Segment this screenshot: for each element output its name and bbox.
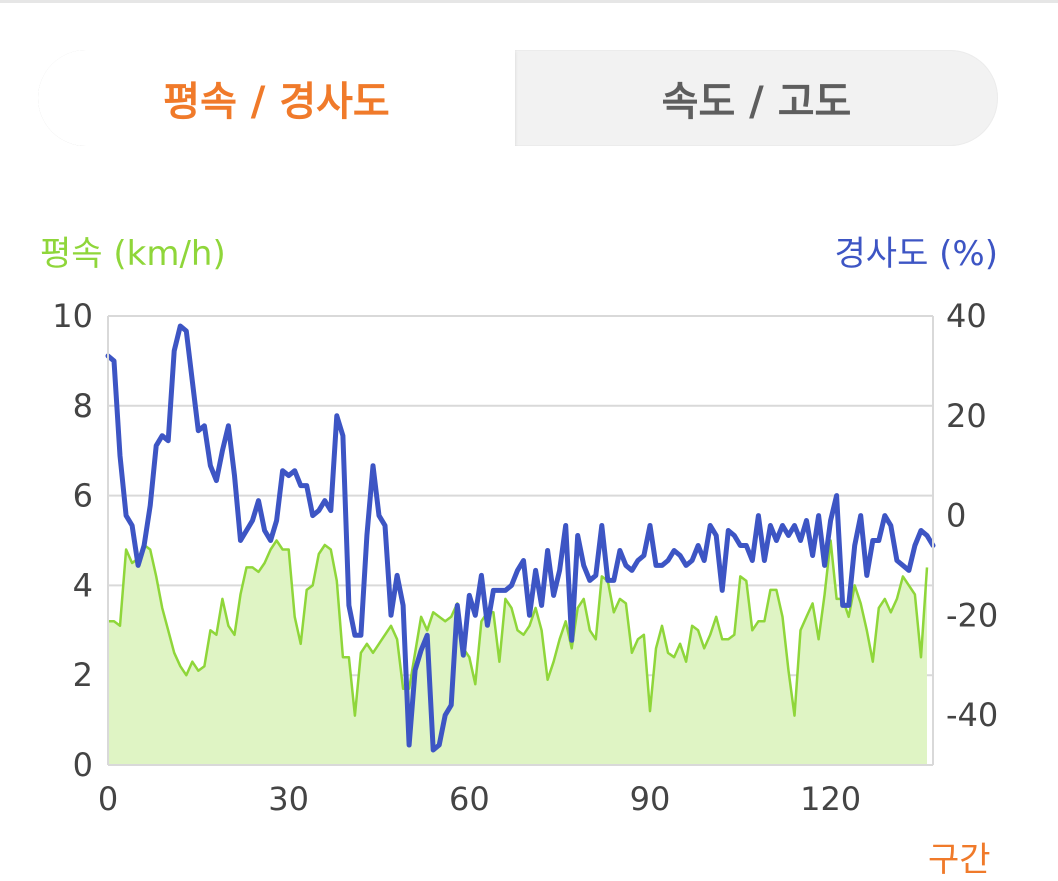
x-tick-label: 90 — [630, 780, 671, 818]
top-divider — [0, 0, 1058, 3]
right-tick-label: 40 — [946, 297, 987, 335]
left-tick-label: 2 — [73, 656, 93, 694]
x-tick-label: 60 — [449, 780, 490, 818]
right-tick-label: 20 — [946, 397, 987, 435]
tab-avg-speed-grade[interactable]: 평속 / 경사도 — [38, 50, 515, 146]
right-tick-label: -40 — [946, 696, 998, 734]
left-tick-label: 10 — [52, 297, 93, 335]
grade-series-line — [105, 323, 936, 753]
left-tick-label: 6 — [73, 477, 93, 515]
x-tick-label: 120 — [800, 780, 861, 818]
view-toggle: 평속 / 경사도 속도 / 고도 — [38, 50, 998, 146]
x-axis-title: 구간 — [928, 840, 991, 880]
x-tick-label: 30 — [268, 780, 309, 818]
right-tick-label: 0 — [946, 497, 966, 535]
left-axis-title: 평속 (km/h) — [40, 234, 226, 274]
speed-series-line — [108, 539, 929, 717]
left-tick-label: 8 — [73, 387, 93, 425]
left-tick-label: 0 — [73, 746, 93, 784]
right-tick-label: -20 — [946, 596, 998, 634]
tab-speed-altitude[interactable]: 속도 / 고도 — [661, 79, 852, 125]
x-tick-label: 0 — [98, 780, 118, 818]
right-axis-title: 경사도 (%) — [834, 234, 998, 274]
speed-area-fill — [108, 540, 927, 765]
left-tick-label: 4 — [73, 566, 93, 604]
